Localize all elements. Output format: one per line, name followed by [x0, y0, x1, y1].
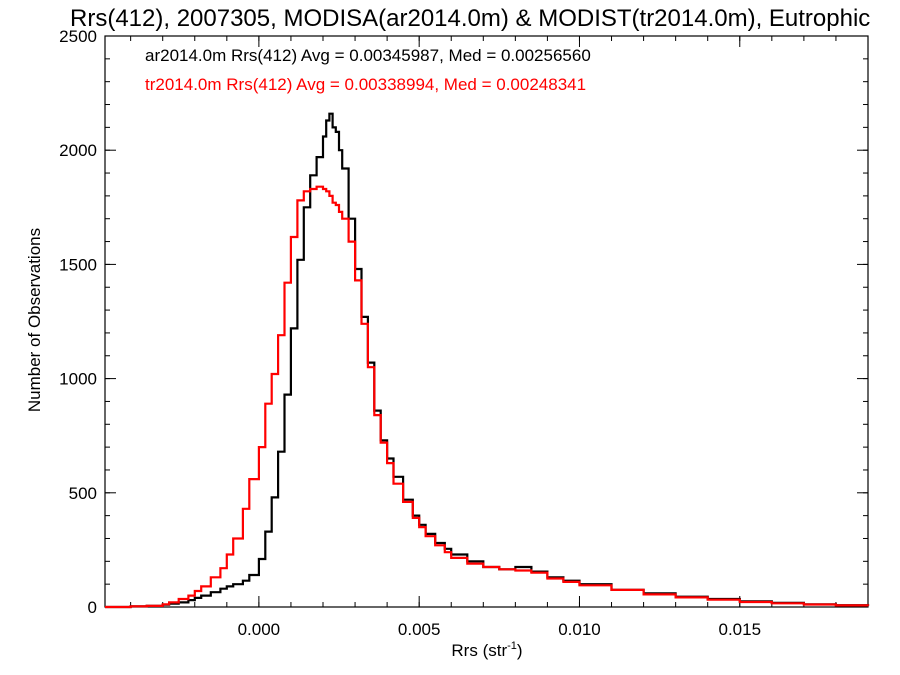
- x-tick-label: 0.005: [398, 620, 441, 639]
- x-axis-label: Rrs (str-1): [451, 640, 522, 660]
- series-line-modisa: [105, 112, 870, 609]
- x-tick-label: 0.015: [718, 620, 761, 639]
- y-tick-label: 1000: [59, 370, 97, 389]
- x-axis-label-close: ): [517, 641, 523, 660]
- chart-title: Rrs(412), 2007305, MODISA(ar2014.0m) & M…: [70, 5, 870, 32]
- y-axis: 0 500 1000 1500 2000 2500: [59, 27, 868, 617]
- series-line-modist: [105, 185, 870, 609]
- x-tick-label: 0.000: [238, 620, 281, 639]
- x-tick-label: 0.010: [558, 620, 601, 639]
- x-axis: 0.000 0.005 0.010 0.015: [130, 36, 869, 639]
- y-tick-label: 500: [69, 484, 97, 503]
- legend-entry-modist: tr2014.0m Rrs(412) Avg = 0.00338994, Med…: [145, 75, 586, 94]
- y-tick-label: 0: [88, 598, 97, 617]
- plot-frame: [104, 35, 869, 608]
- legend: ar2014.0m Rrs(412) Avg = 0.00345987, Med…: [145, 46, 591, 94]
- y-tick-label: 1500: [59, 255, 97, 274]
- x-axis-label-text: Rrs (str: [451, 641, 507, 660]
- legend-entry-modisa: ar2014.0m Rrs(412) Avg = 0.00345987, Med…: [145, 46, 591, 65]
- y-tick-label: 2500: [59, 27, 97, 46]
- x-axis-label-superscript: -1: [507, 640, 517, 652]
- y-axis-label: Number of Observations: [25, 228, 44, 412]
- series-lines: [105, 112, 870, 609]
- y-tick-label: 2000: [59, 141, 97, 160]
- plot-area: [104, 35, 869, 608]
